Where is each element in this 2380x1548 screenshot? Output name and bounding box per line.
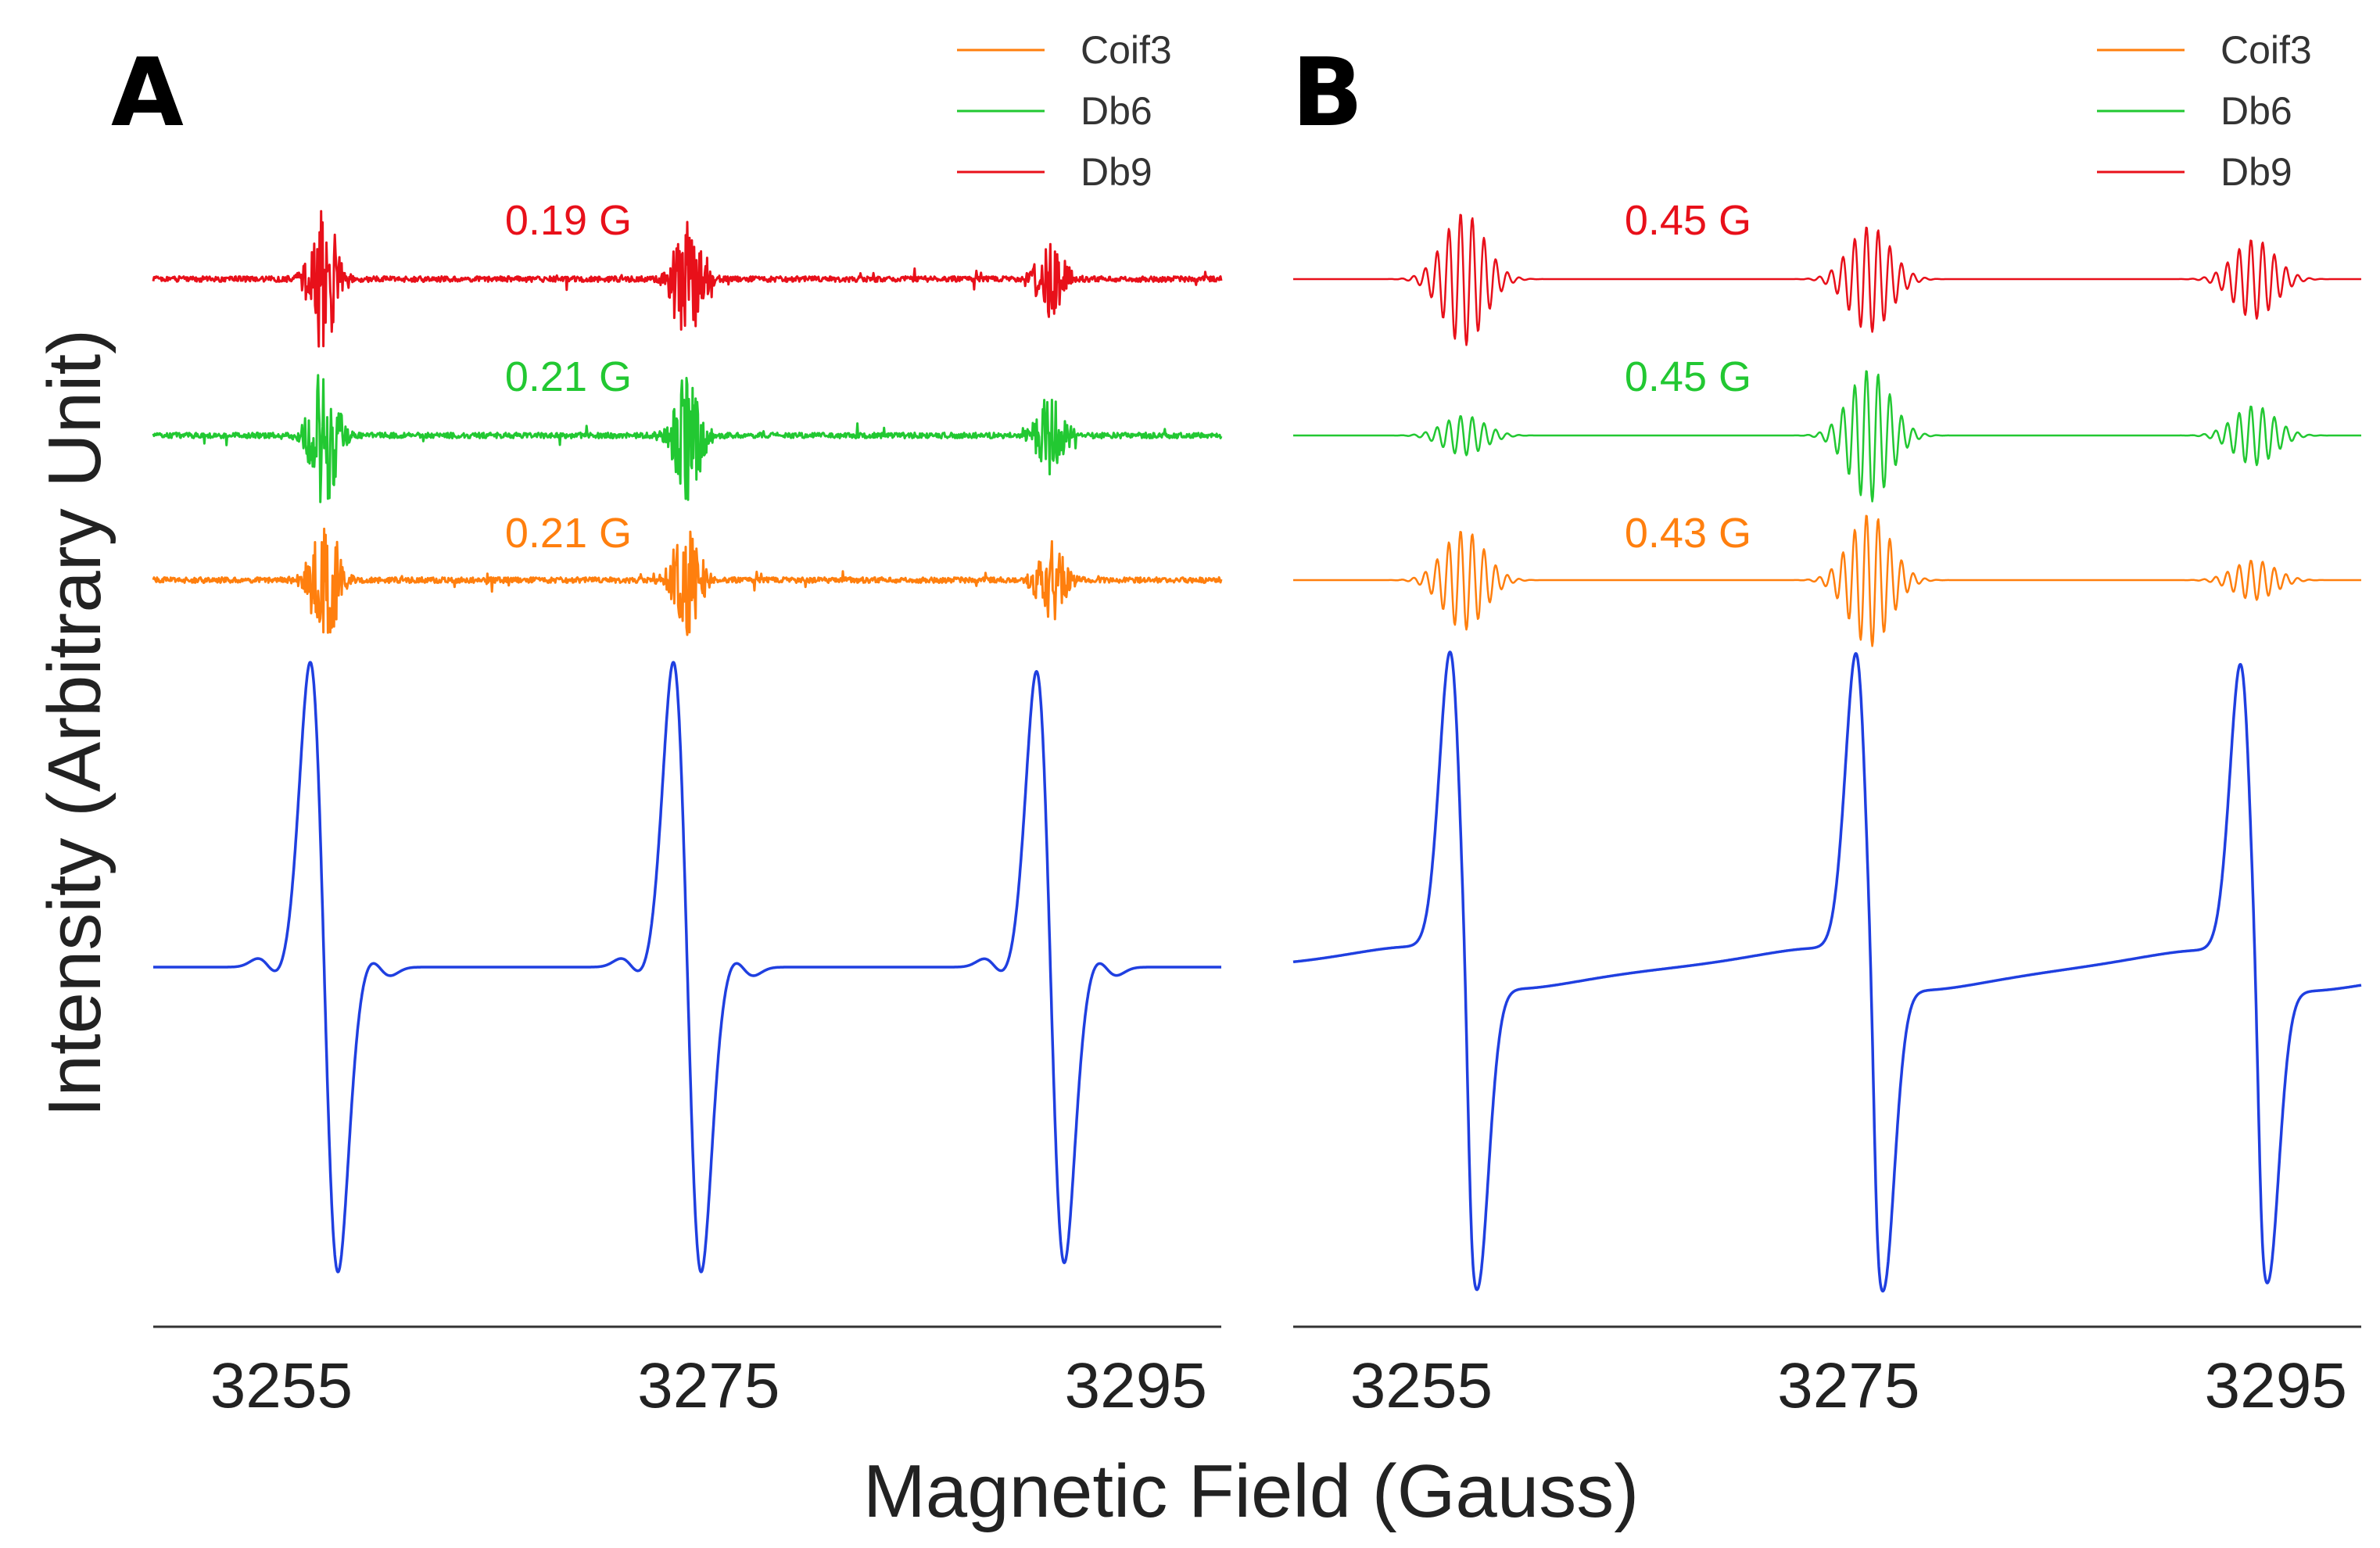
legend-label-coif3: Coif3 [2220, 28, 2312, 72]
x-tick-label: 3275 [637, 1350, 780, 1421]
legend-label-db6: Db6 [2220, 89, 2292, 133]
x-tick-label: 3275 [1777, 1350, 1919, 1421]
legend-label-db6: Db6 [1081, 89, 1152, 133]
linewidth-label-coif3: 0.43 G [1625, 510, 1751, 557]
series-coif3 [152, 527, 1223, 636]
linewidth-label-db9: 0.45 G [1625, 197, 1751, 244]
series-db9 [152, 210, 1223, 348]
legend-label-coif3: Coif3 [1081, 28, 1172, 72]
legend-label-db9: Db9 [1081, 150, 1152, 194]
x-ticks: 3255 3275 3295 [1350, 1350, 2347, 1421]
epr-spectrum [1292, 650, 2363, 1293]
legend: Coif3 Db6 Db9 [2097, 28, 2312, 194]
x-tick-label: 3255 [210, 1350, 353, 1421]
x-ticks: 3255 3275 3295 [210, 1350, 1207, 1421]
series-coif3 [1292, 514, 2362, 647]
y-axis-title: Intensity (Arbitrary Unit) [33, 329, 116, 1117]
x-tick-label: 3255 [1350, 1350, 1493, 1421]
x-tick-label: 3295 [1065, 1350, 1207, 1421]
linewidth-label-coif3: 0.21 G [505, 510, 632, 557]
series-db6 [1292, 370, 2362, 503]
traces: 0.19 G 0.21 G 0.21 G [152, 197, 1223, 1274]
linewidth-label-db9: 0.19 G [505, 197, 632, 244]
legend-label-db9: Db9 [2220, 150, 2292, 194]
traces: 0.45 G 0.45 G 0.43 G [1292, 197, 2363, 1293]
panel-letter: B [1292, 39, 1363, 148]
series-db9 [1292, 213, 2362, 346]
panel-letter: A [111, 39, 184, 148]
linewidth-label-db6: 0.45 G [1625, 353, 1751, 400]
panel-a: A Coif3 Db6 Db9 0.19 G 0.21 G 0.21 G 3255 327… [111, 28, 1223, 1421]
linewidth-label-db6: 0.21 G [505, 353, 632, 400]
legend: Coif3 Db6 Db9 [957, 28, 1172, 194]
series-db6 [152, 374, 1223, 503]
x-axis-title: Magnetic Field (Gauss) [863, 1449, 1639, 1533]
epr-spectrum [152, 661, 1223, 1274]
panel-b: B Coif3 Db6 Db9 0.45 G 0.45 G 0.43 G 3255 327… [1292, 28, 2363, 1421]
x-tick-label: 3295 [2205, 1350, 2347, 1421]
